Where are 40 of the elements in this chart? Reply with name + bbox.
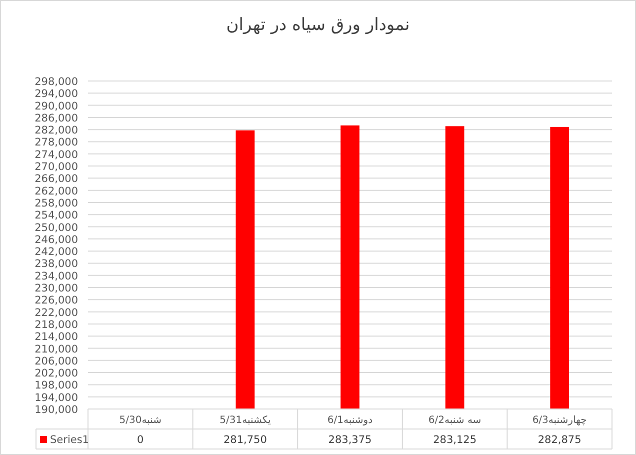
y-tick-label: 274,000 [34, 148, 78, 161]
y-tick-label: 262,000 [34, 185, 78, 198]
y-tick-label: 210,000 [34, 343, 78, 356]
y-tick-label: 266,000 [34, 173, 78, 186]
y-tick-label: 234,000 [34, 270, 78, 282]
y-tick-label: 286,000 [34, 112, 78, 124]
y-tick-label: 270,000 [34, 161, 78, 174]
data-label: 282,875 [538, 434, 582, 446]
y-tick-label: 278,000 [34, 136, 78, 149]
y-tick-label: 230,000 [34, 282, 78, 295]
y-tick-label: 222,000 [34, 306, 78, 319]
y-tick-label: 250,000 [34, 222, 78, 234]
y-tick-label: 198,000 [34, 380, 78, 392]
y-tick-label: 246,000 [34, 234, 78, 246]
y-tick-label: 226,000 [34, 294, 78, 307]
y-tick-label: 214,000 [34, 331, 78, 344]
data-label: 283,375 [328, 434, 372, 446]
x-tick-label: چهارشنبه6/3 [532, 415, 587, 426]
x-tick-label: سه شنبه6/2 [428, 415, 482, 426]
y-tick-label: 202,000 [34, 368, 78, 380]
chart-title: نمودار ورق سیاه در تهران [226, 15, 410, 35]
y-tick-label: 238,000 [34, 258, 78, 270]
y-tick-label: 254,000 [34, 210, 78, 222]
y-tick-label: 294,000 [34, 88, 78, 100]
y-tick-label: 258,000 [34, 197, 78, 210]
text: 0 [137, 434, 144, 446]
y-tick-label: 290,000 [34, 100, 78, 112]
y-tick-label: 194,000 [34, 392, 78, 404]
y-tick-label: 242,000 [34, 246, 78, 258]
legend-label: Series1 [50, 434, 89, 446]
x-tick-label: دوشنبه6/1 [327, 415, 373, 426]
x-tick-label: شنبه5/30 [119, 415, 162, 426]
data-label: 281,750 [223, 434, 267, 446]
y-tick-label: 206,000 [34, 355, 78, 368]
y-tick-label: 298,000 [34, 76, 78, 88]
data-label: 283,125 [433, 434, 477, 446]
y-tick-label: 190,000 [34, 404, 78, 416]
y-tick-label: 218,000 [34, 318, 78, 331]
x-tick-label: یکشنبه5/31 [220, 415, 271, 426]
y-tick-label: 282,000 [34, 124, 78, 137]
